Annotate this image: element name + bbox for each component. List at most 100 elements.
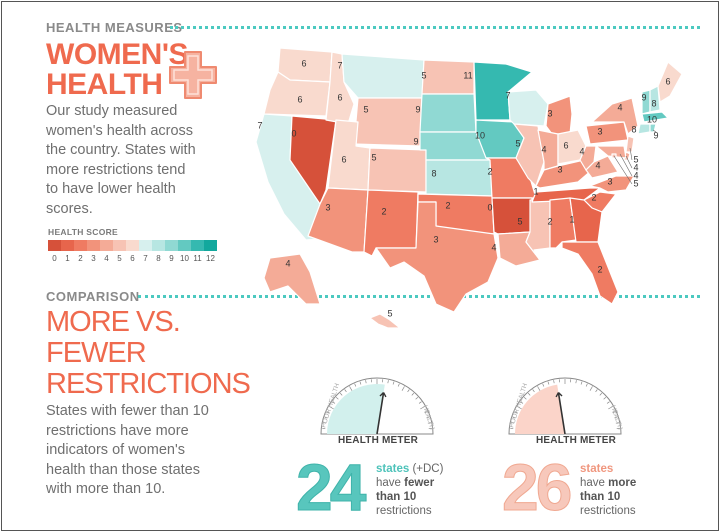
state-score-label: 10 xyxy=(475,130,485,140)
stat-number-more: 26 xyxy=(501,450,572,524)
meter-tick xyxy=(542,383,545,387)
meter-tick xyxy=(615,422,619,424)
state-ny xyxy=(591,97,639,135)
state-score-label: 9 xyxy=(653,130,658,140)
stat-text-fewer: states (+DC) have fewer than 10 restrict… xyxy=(376,462,443,518)
meter-tick xyxy=(612,411,616,414)
state-score-label: 6 xyxy=(297,94,302,104)
dotted-divider xyxy=(170,26,700,29)
state-score-label: 8 xyxy=(431,168,436,178)
state-va xyxy=(585,155,619,179)
state-score-label: 4 xyxy=(617,102,622,112)
state-score-label: 7 xyxy=(337,60,342,70)
meter-needle-arrow xyxy=(379,392,387,398)
state-co xyxy=(367,147,427,193)
state-sd xyxy=(419,93,477,133)
stat-head: states xyxy=(580,463,614,475)
state-score-label: 4 xyxy=(579,146,584,156)
state-score-label: 5 xyxy=(633,154,638,164)
stat-emphasis: more xyxy=(608,477,637,489)
legend-swatch xyxy=(139,240,152,251)
legend-swatch xyxy=(61,240,74,251)
state-ri xyxy=(649,123,657,133)
health-meter-more: POOR HEALTH HEALTH xyxy=(508,377,624,435)
state-fl xyxy=(561,241,619,305)
state-score-label: 3 xyxy=(607,176,612,186)
state-score-label: 6 xyxy=(301,58,306,68)
comparison-title-line-3: RESTRICTIONS xyxy=(46,368,251,400)
legend-swatch xyxy=(178,240,191,251)
legend-swatch xyxy=(204,240,217,251)
meter-tick xyxy=(603,396,607,400)
health-meter-label: HEALTH METER xyxy=(338,435,418,446)
state-score-label: 4 xyxy=(541,144,546,154)
state-score-label: 3 xyxy=(433,234,438,244)
meter-tick xyxy=(427,422,431,424)
legend-number: 1 xyxy=(65,254,70,263)
meter-tick xyxy=(349,386,353,391)
state-score-label: 2 xyxy=(487,166,492,176)
stat-line: restrictions xyxy=(376,505,432,517)
meter-needle-arrow xyxy=(555,392,563,398)
comparison-line: restrictions have more xyxy=(46,422,189,439)
state-score-label: 1 xyxy=(569,214,574,224)
state-score-label: 10 xyxy=(647,114,657,124)
state-score-label: 8 xyxy=(651,98,656,108)
legend-number: 9 xyxy=(169,254,174,263)
legend-swatch xyxy=(113,240,126,251)
stat-emphasis: fewer xyxy=(404,477,435,489)
meter-tick xyxy=(415,396,419,400)
meter-tick xyxy=(514,411,518,414)
intro-line: the country. States with xyxy=(46,142,196,158)
legend-title: HEALTH SCORE xyxy=(48,227,119,237)
state-score-label: 4 xyxy=(633,170,638,180)
legend-swatch xyxy=(74,240,87,251)
state-score-label: 11 xyxy=(463,70,472,80)
stat-line: have xyxy=(376,477,405,489)
comparison-line: health than those states xyxy=(46,461,200,478)
meter-tick xyxy=(329,406,334,410)
legend-swatch xyxy=(152,240,165,251)
stat-line: restrictions xyxy=(580,505,636,517)
meter-tick xyxy=(512,416,516,419)
state-ak xyxy=(263,253,321,305)
stat-emphasis: than 10 xyxy=(580,491,621,503)
comparison-paragraph: States with fewer than 10 restrictions h… xyxy=(46,402,209,500)
state-nj xyxy=(625,135,635,153)
state-score-label: 3 xyxy=(547,108,552,118)
legend-number: 10 xyxy=(180,254,189,263)
state-score-label: 2 xyxy=(547,216,552,226)
leader-line xyxy=(625,155,633,169)
meter-tick xyxy=(420,406,425,410)
legend-number: 2 xyxy=(78,254,83,263)
state-score-label: 1 xyxy=(533,186,538,196)
state-nc xyxy=(589,175,635,193)
meter-tick xyxy=(585,383,588,387)
meter-tick xyxy=(511,422,515,424)
legend-number: 6 xyxy=(130,254,135,263)
legend-number: 3 xyxy=(91,254,96,263)
meter-tick xyxy=(589,386,593,391)
medical-cross-icon xyxy=(169,51,217,99)
intro-line: Our study measured xyxy=(46,103,178,119)
state-ct xyxy=(637,123,651,135)
legend-number: 5 xyxy=(117,254,122,263)
meter-tick xyxy=(614,416,618,419)
meter-tick xyxy=(517,406,522,410)
meter-tick xyxy=(608,406,613,410)
meter-tick xyxy=(537,386,541,391)
state-score-label: 0 xyxy=(487,202,492,212)
state-score-label: 0 xyxy=(291,128,296,138)
meter-tick xyxy=(580,381,583,385)
legend-number: 0 xyxy=(52,254,57,263)
state-score-label: 2 xyxy=(591,192,596,202)
legend-swatch xyxy=(165,240,178,251)
leader-line xyxy=(629,147,633,161)
meter-tick xyxy=(520,401,524,404)
legend-swatch xyxy=(191,240,204,251)
state-nm xyxy=(363,189,419,257)
state-score-label: 6 xyxy=(665,76,670,86)
state-wi xyxy=(507,89,549,127)
stat-line: have xyxy=(580,477,609,489)
meter-tick xyxy=(599,392,603,396)
